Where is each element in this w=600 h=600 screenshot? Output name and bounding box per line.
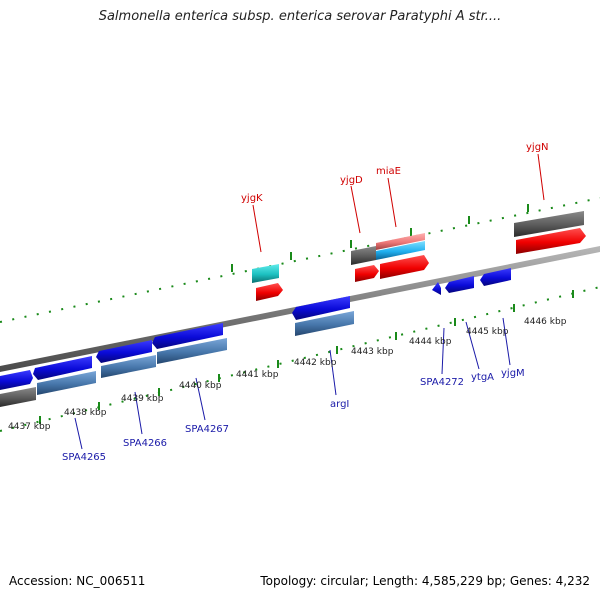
gene-arrow[interactable] [152, 323, 223, 349]
forward-strand-genes [252, 211, 586, 301]
reverse-major-ticks [39, 290, 574, 424]
kbp-labels: 4437 kbp 4438 kbp 4439 kbp 4440 kbp 4441… [8, 317, 567, 432]
gene-label-yjgM[interactable]: yjgM [501, 368, 525, 379]
gene-arrow[interactable] [376, 241, 425, 260]
gene-arrow[interactable] [101, 355, 156, 378]
gene-arrow[interactable] [376, 233, 425, 250]
forward-scale-line [0, 197, 600, 323]
gene-label-SPA4265[interactable]: SPA4265 [62, 452, 106, 463]
gene-arrow[interactable] [516, 228, 586, 254]
gene-arrow[interactable] [432, 282, 441, 295]
kbp-label: 4446 kbp [524, 317, 567, 327]
kbp-label: 4442 kbp [294, 358, 337, 368]
gene-arrow[interactable] [0, 387, 36, 407]
gene-arrow[interactable] [480, 268, 511, 286]
reverse-gene-labels: SPA4265 SPA4266 SPA4267 argI SPA4272 ytg… [62, 368, 525, 463]
gene-arrow[interactable] [295, 311, 354, 336]
gene-label-SPA4267[interactable]: SPA4267 [185, 424, 229, 435]
forward-major-ticks [231, 204, 529, 272]
forward-gene-labels: yjgK yjgD miaE yjgN [241, 142, 549, 204]
gene-label-SPA4272[interactable]: SPA4272 [420, 377, 464, 388]
gene-arrow[interactable] [252, 264, 279, 283]
gene-arrow[interactable] [292, 296, 350, 320]
gene-arrow[interactable] [0, 370, 33, 390]
kbp-label: 4443 kbp [351, 347, 394, 357]
kbp-label: 4444 kbp [409, 337, 452, 347]
gene-label-yjgN[interactable]: yjgN [526, 142, 549, 153]
kbp-label: 4445 kbp [466, 327, 509, 337]
reverse-strand-genes [0, 268, 511, 407]
label-leader-lines [74, 153, 545, 450]
gene-label-yjgK[interactable]: yjgK [241, 193, 263, 204]
gene-arrow[interactable] [96, 340, 152, 363]
map-title: Salmonella enterica subsp. enterica sero… [98, 9, 502, 24]
gene-arrow[interactable] [256, 283, 283, 301]
gene-arrow[interactable] [33, 356, 92, 380]
kbp-label: 4441 kbp [236, 370, 279, 380]
gene-label-yjgD[interactable]: yjgD [340, 175, 363, 186]
gene-label-miaE[interactable]: miaE [376, 166, 401, 177]
gene-arrow[interactable] [445, 276, 474, 293]
kbp-label: 4439 kbp [121, 394, 164, 404]
accession-text: Accession: NC_006511 [9, 574, 146, 588]
gene-arrow[interactable] [514, 211, 584, 237]
gene-label-argI[interactable]: argI [330, 399, 349, 410]
gene-arrow[interactable] [37, 371, 96, 395]
gene-label-ytgA[interactable]: ytgA [471, 372, 494, 383]
kbp-label: 4438 kbp [64, 408, 107, 418]
gene-arrow[interactable] [157, 338, 227, 364]
gene-label-SPA4266[interactable]: SPA4266 [123, 438, 167, 449]
gene-arrow[interactable] [351, 246, 376, 265]
gene-arrow[interactable] [380, 255, 429, 279]
reverse-scale-line [0, 286, 600, 432]
kbp-label: 4437 kbp [8, 422, 51, 432]
kbp-label: 4440 kbp [179, 381, 222, 391]
genome-summary-text: Topology: circular; Length: 4,585,229 bp… [260, 574, 590, 588]
gene-arrow[interactable] [355, 265, 379, 282]
